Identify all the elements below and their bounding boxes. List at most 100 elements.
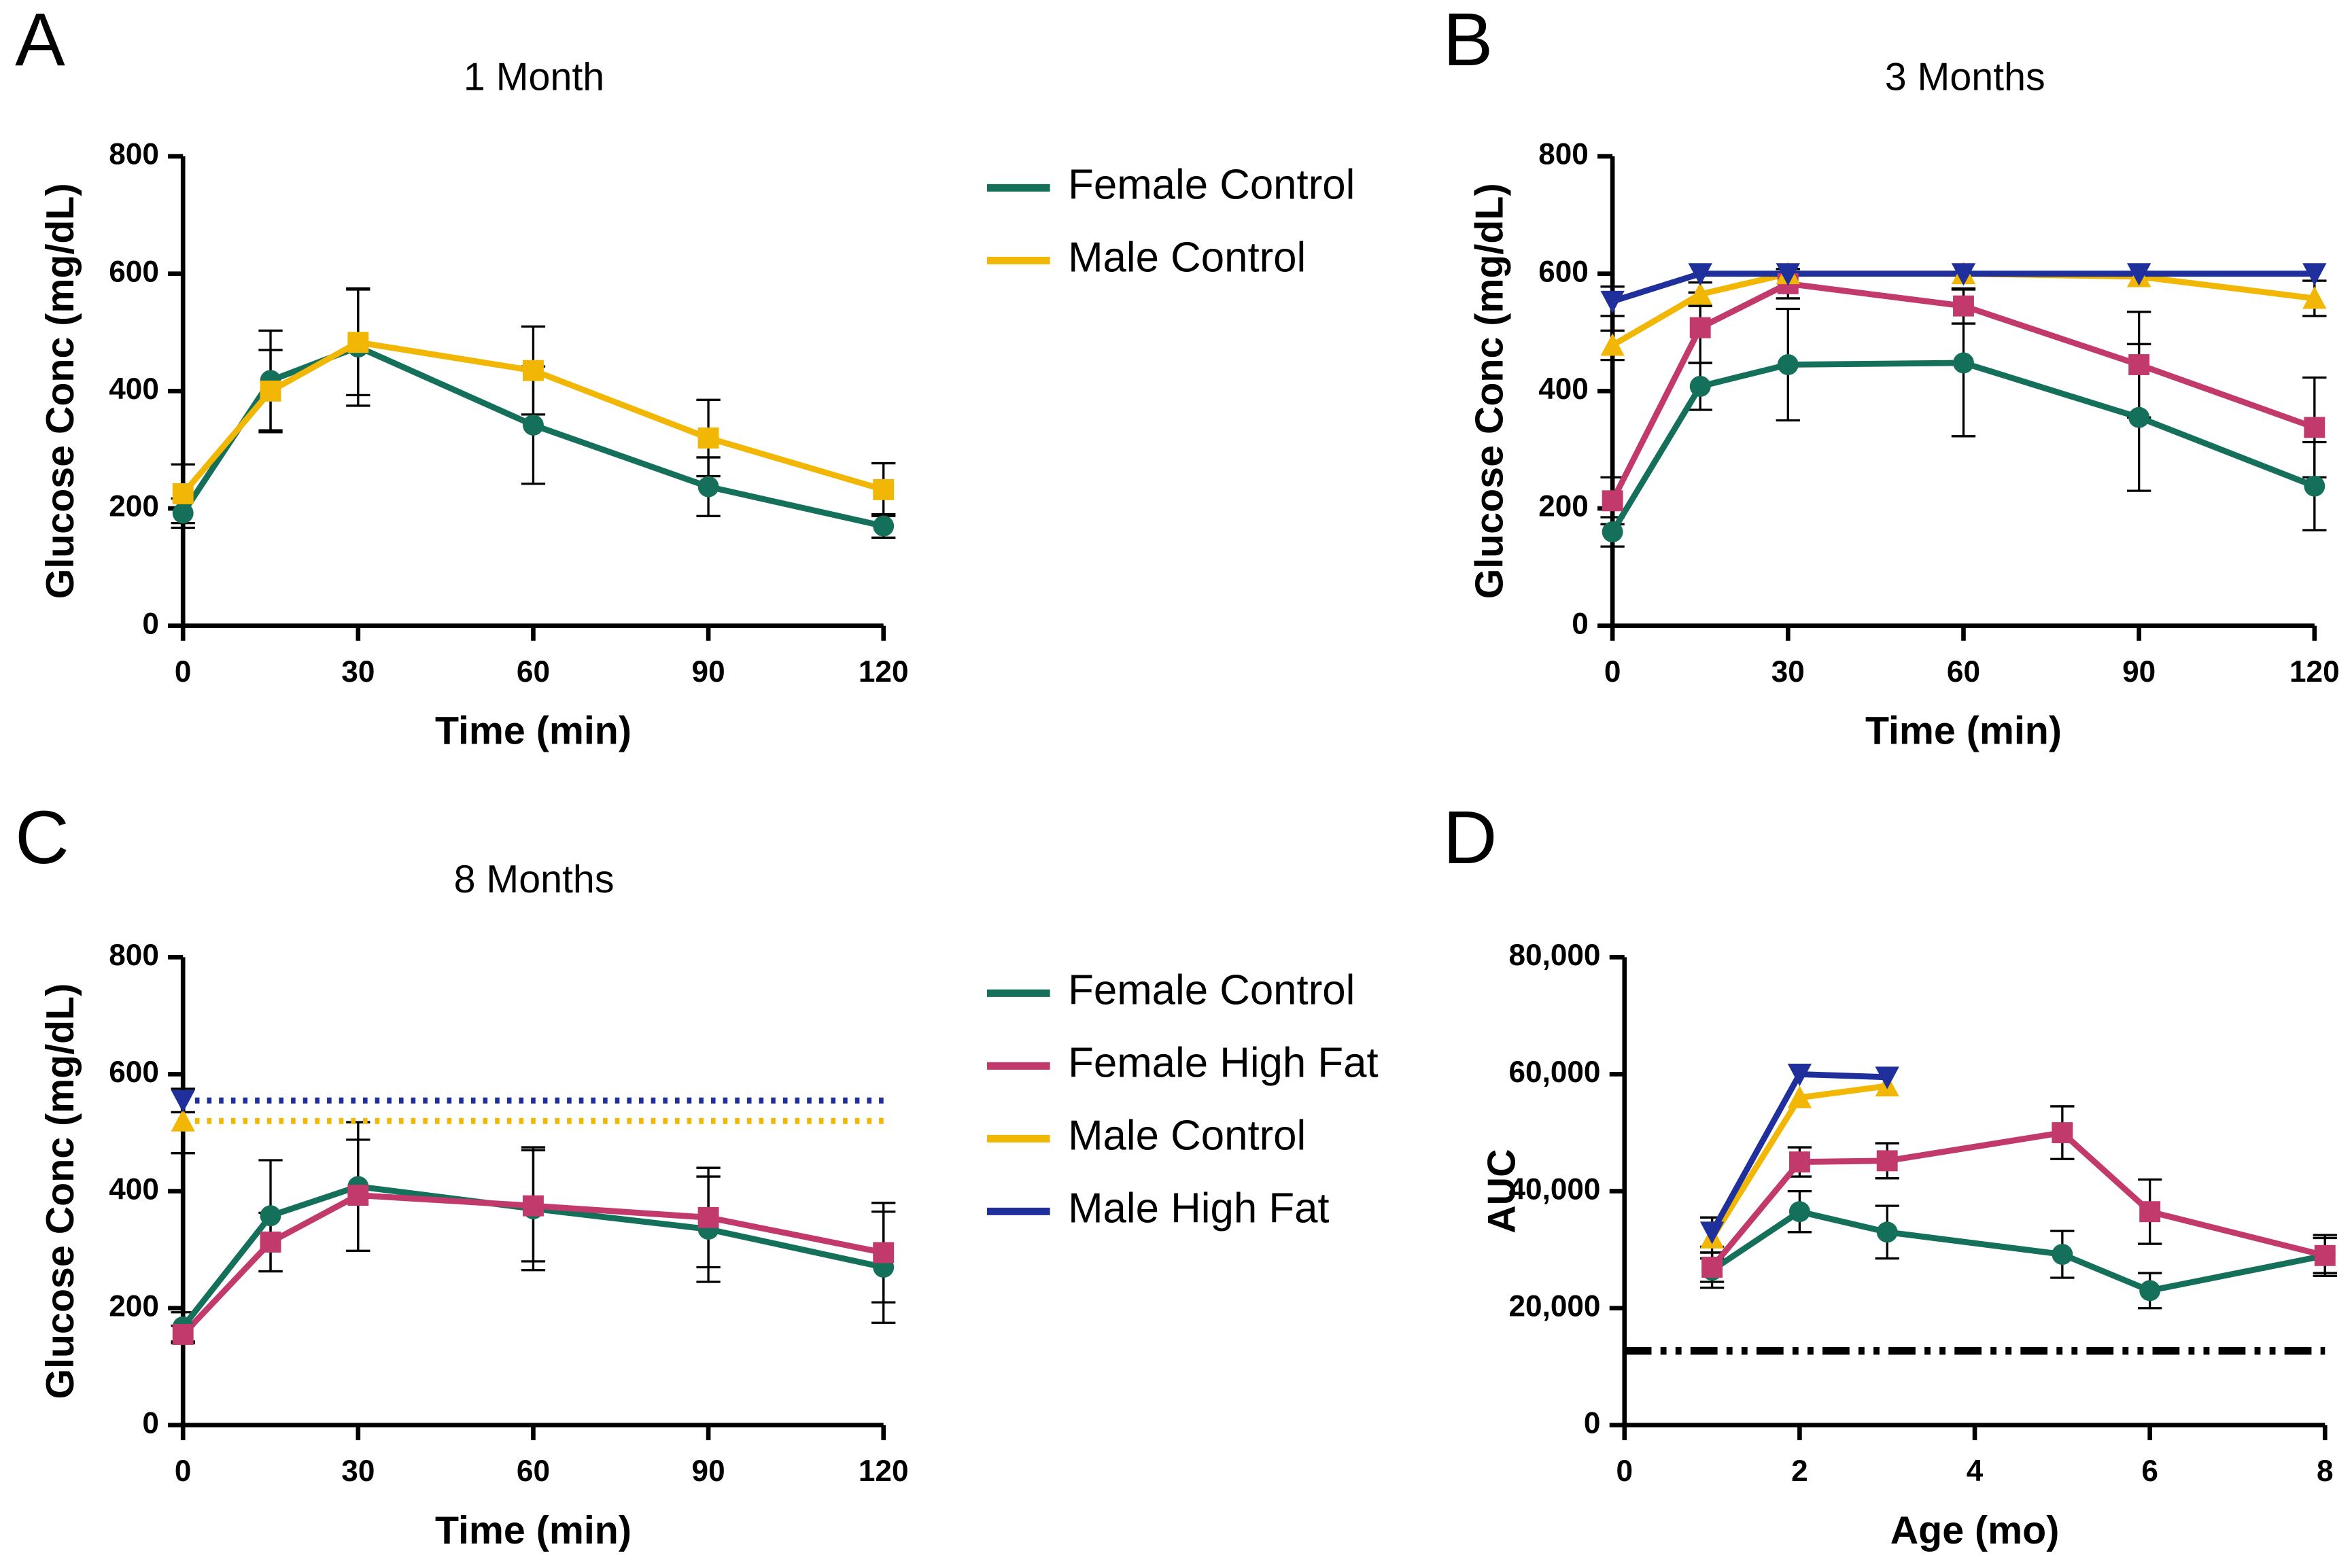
- marker: [171, 1109, 195, 1132]
- marker: [1787, 1085, 1812, 1109]
- x-tick-label: 2: [1791, 1454, 1808, 1488]
- x-tick-label: 120: [859, 655, 909, 689]
- marker: [2304, 475, 2325, 497]
- x-tick-label: 8: [2317, 1454, 2334, 1488]
- x-tick-label: 4: [1967, 1454, 1984, 1488]
- y-axis-label: Glucose Conc (mg/dL): [39, 983, 82, 1399]
- marker: [1777, 354, 1799, 375]
- legend-label: Female Control: [1068, 967, 1355, 1014]
- series-line: [1611, 271, 2315, 304]
- panel-letter: B: [1443, 0, 1493, 82]
- x-axis-label: Age (mo): [1890, 1509, 2060, 1552]
- y-tick-label: 80,000: [1509, 939, 1601, 972]
- x-axis-label: Time (min): [1865, 710, 2062, 753]
- chart-title: 1 Month: [464, 56, 604, 99]
- x-tick-label: 30: [341, 655, 375, 689]
- marker: [2127, 263, 2151, 286]
- y-tick-label: 400: [109, 1172, 159, 1206]
- marker: [2052, 1122, 2073, 1143]
- marker: [2139, 1201, 2161, 1223]
- marker: [1875, 1066, 1899, 1090]
- legend-label: Male Control: [1068, 234, 1306, 281]
- y-tick-label: 600: [109, 1056, 159, 1089]
- marker: [1688, 282, 1712, 305]
- marker: [260, 380, 281, 402]
- marker: [2052, 1244, 2073, 1265]
- y-axis-label: Glucose Conc (mg/dL): [1468, 183, 1512, 599]
- marker: [1689, 376, 1711, 397]
- marker: [523, 414, 544, 436]
- marker: [523, 1195, 544, 1217]
- y-tick-label: 200: [109, 490, 159, 523]
- y-tick-label: 600: [1538, 255, 1589, 288]
- marker: [2302, 286, 2327, 309]
- marker: [172, 1323, 194, 1345]
- marker: [1788, 1201, 1810, 1223]
- y-tick-label: 60,000: [1509, 1056, 1601, 1089]
- marker: [1876, 1150, 1898, 1172]
- legend-label: Male High Fat: [1068, 1185, 1329, 1232]
- marker: [697, 476, 719, 498]
- y-tick-label: 400: [1538, 372, 1589, 406]
- marker: [1776, 263, 1800, 286]
- y-tick-label: 800: [1538, 138, 1589, 171]
- y-tick-label: 800: [109, 138, 159, 171]
- y-axis-label: Glucose Conc (mg/dL): [39, 183, 82, 599]
- x-tick-label: 90: [2122, 655, 2156, 689]
- marker: [1787, 1064, 1812, 1087]
- marker: [260, 1232, 281, 1253]
- y-tick-label: 0: [1572, 607, 1589, 640]
- y-tick-label: 40,000: [1509, 1172, 1601, 1206]
- marker: [2128, 354, 2150, 375]
- chart-title: 8 Months: [454, 858, 615, 901]
- marker: [1951, 263, 1976, 286]
- x-tick-label: 60: [517, 655, 550, 689]
- x-tick-label: 60: [1947, 655, 1980, 689]
- x-tick-label: 120: [2289, 655, 2340, 689]
- marker: [260, 1205, 281, 1227]
- marker: [347, 1185, 369, 1206]
- x-axis-label: Time (min): [435, 1509, 632, 1552]
- series-line: [1610, 360, 2316, 534]
- marker: [1600, 333, 1625, 356]
- marker: [2314, 1244, 2336, 1266]
- marker: [2304, 417, 2325, 438]
- marker: [1600, 290, 1625, 313]
- y-tick-label: 400: [109, 372, 159, 406]
- marker: [1953, 352, 1974, 374]
- marker: [697, 1206, 719, 1228]
- marker: [1688, 263, 1712, 286]
- panel-letter: D: [1443, 796, 1498, 879]
- marker: [1602, 490, 1623, 512]
- x-tick-label: 30: [341, 1454, 375, 1488]
- marker: [2139, 1280, 2161, 1302]
- panel-letter: A: [15, 0, 65, 82]
- x-tick-label: 0: [175, 655, 192, 689]
- marker: [873, 1242, 895, 1264]
- marker: [172, 502, 194, 524]
- marker: [873, 478, 895, 500]
- legend-label: Female High Fat: [1068, 1040, 1379, 1087]
- series-line: [180, 344, 884, 529]
- x-tick-label: 60: [517, 1454, 550, 1488]
- marker: [697, 427, 719, 449]
- y-tick-label: 800: [109, 939, 159, 972]
- chart-title: 3 Months: [1885, 56, 2045, 99]
- x-axis-label: Time (min): [435, 710, 632, 753]
- marker: [172, 483, 194, 504]
- marker: [1788, 1151, 1810, 1173]
- y-axis-label: AUC: [1480, 1149, 1523, 1233]
- marker: [347, 332, 369, 353]
- series-line: [1710, 1130, 2326, 1270]
- x-tick-label: 0: [1616, 1454, 1633, 1488]
- marker: [2128, 406, 2150, 428]
- marker: [1953, 295, 1974, 317]
- x-tick-label: 90: [692, 655, 725, 689]
- x-tick-label: 6: [2141, 1454, 2158, 1488]
- marker: [873, 515, 895, 537]
- y-tick-label: 0: [1584, 1406, 1601, 1440]
- marker: [1701, 1257, 1723, 1278]
- x-tick-label: 120: [859, 1454, 909, 1488]
- panel-letter: C: [15, 796, 69, 879]
- x-tick-label: 30: [1771, 655, 1805, 689]
